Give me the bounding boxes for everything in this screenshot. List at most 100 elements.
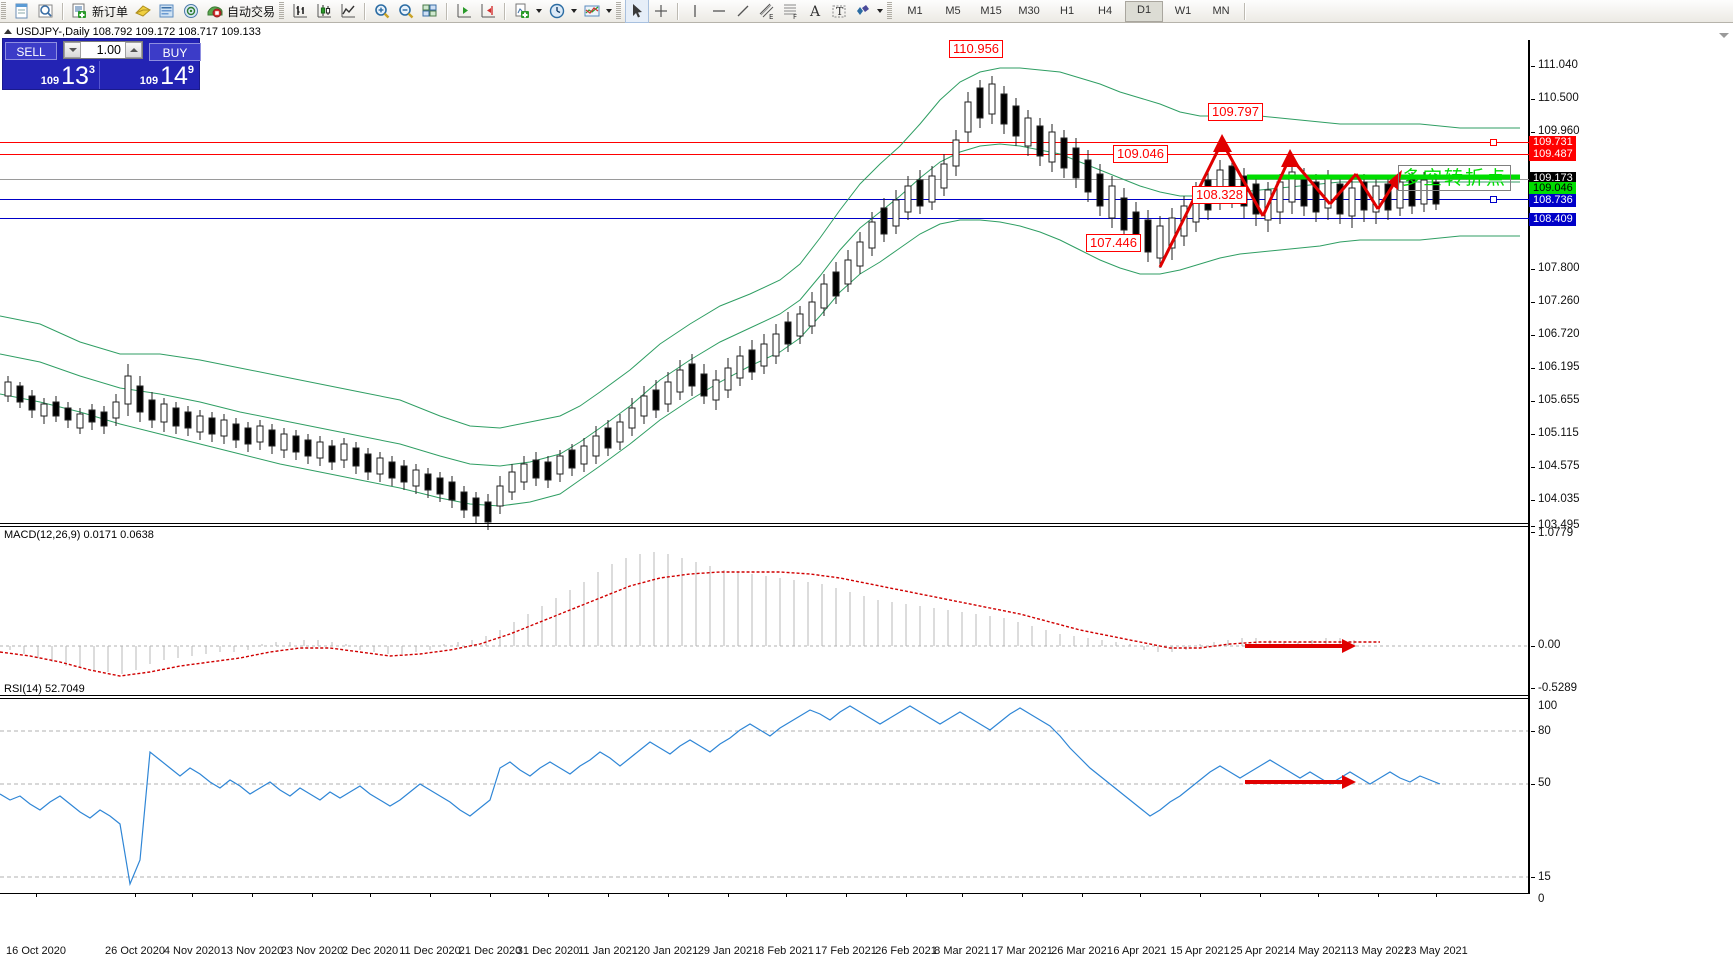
data-window-button[interactable]	[418, 0, 442, 22]
turning-point-annotation[interactable]: 多空转折点	[1398, 165, 1512, 191]
date-axis-label: 11 Jan 2021	[578, 945, 638, 957]
buy-button[interactable]: BUY	[149, 43, 201, 61]
shapes-button[interactable]	[851, 0, 886, 22]
macd-indicator-label[interactable]: MACD(12,26,9) 0.0171 0.0638	[4, 529, 154, 541]
horizontal-line-button[interactable]	[707, 0, 731, 22]
collapse-triangle-icon[interactable]	[4, 29, 12, 34]
toolbar-grip[interactable]	[1, 2, 6, 20]
svg-text:A: A	[809, 4, 821, 20]
rsi-pane-separator[interactable]	[0, 698, 1530, 699]
sell-price-pips: 13	[61, 62, 89, 90]
timeframe-w1[interactable]: W1	[1174, 4, 1192, 17]
candlestick-chart-button[interactable]	[312, 0, 336, 22]
line-chart-button[interactable]	[336, 0, 360, 22]
one-click-trading-panel[interactable]: SELL 1.00 BUY 109 13 3 109 14 9	[2, 38, 201, 90]
price-axis-label: 104.035	[1538, 493, 1580, 505]
timeframe-m15[interactable]: M15	[980, 4, 1002, 17]
support-line-handle[interactable]	[1490, 196, 1497, 203]
rsi-indicator-label[interactable]: RSI(14) 52.7049	[4, 683, 85, 695]
navigator-icon	[182, 2, 200, 20]
new-order-button[interactable]: 新订单	[68, 0, 131, 22]
chevron-down-icon-3[interactable]	[606, 9, 613, 13]
buy-price-display[interactable]: 109 14 9	[101, 61, 198, 89]
chevron-down-icon[interactable]	[536, 9, 543, 13]
volume-stepper[interactable]: 1.00	[63, 41, 143, 59]
cursor-button[interactable]	[625, 0, 650, 23]
macd-forecast-arrow	[1245, 639, 1356, 653]
vertical-line-button[interactable]	[683, 0, 707, 22]
support-line-108736[interactable]	[0, 199, 1529, 200]
price-badge-109046: 109.046	[1529, 182, 1576, 195]
zoom-in-icon	[373, 2, 391, 20]
timeframe-m1[interactable]: M1	[907, 4, 923, 17]
toolbar-grip-3[interactable]	[616, 2, 622, 20]
date-tick	[192, 893, 193, 897]
resistance-line-handle[interactable]	[1490, 139, 1497, 146]
toolbar-grip-4[interactable]	[887, 2, 893, 20]
date-tick	[1378, 893, 1379, 897]
volume-decrease-button[interactable]	[64, 42, 81, 58]
resistance-line-109731[interactable]	[0, 142, 1529, 143]
zoom-in-button[interactable]	[370, 0, 394, 22]
volume-input[interactable]: 1.00	[81, 42, 125, 58]
equidistant-channel-button[interactable]: E	[755, 0, 779, 22]
date-axis-label: 26 Feb 2021	[875, 945, 937, 957]
resistance-line-109487[interactable]	[0, 154, 1529, 155]
timeframe-h1[interactable]: H1	[1060, 4, 1075, 17]
auto-trading-button[interactable]: 自动交易	[203, 0, 278, 22]
price-tag-109797[interactable]: 109.797	[1208, 103, 1263, 121]
timeframe-mn[interactable]: MN	[1212, 4, 1230, 17]
chart-shift-button[interactable]	[452, 0, 476, 22]
trendline-button[interactable]	[731, 0, 755, 22]
chevron-down-icon-2[interactable]	[571, 9, 578, 13]
macd-pane-separator[interactable]	[0, 526, 1530, 527]
date-tick	[430, 893, 431, 897]
timeframe-h4[interactable]: H4	[1098, 4, 1113, 17]
volume-increase-button[interactable]	[125, 42, 142, 58]
text-label-button[interactable]: T	[827, 0, 851, 22]
text-button[interactable]: A	[803, 0, 827, 22]
chart-drawing-layer	[0, 67, 1528, 887]
date-tick	[1260, 893, 1261, 897]
bar-chart-icon	[291, 2, 309, 20]
zoom-out-button[interactable]	[394, 0, 418, 22]
terminal-button[interactable]	[155, 0, 179, 22]
chart-canvas[interactable]: USDJPY-,Daily 108.792 109.172 108.717 10…	[0, 23, 1733, 957]
price-tag-107446[interactable]: 107.446	[1086, 234, 1141, 252]
price-tag-109046[interactable]: 109.046	[1113, 145, 1168, 163]
crosshair-icon	[652, 2, 670, 20]
price-tag-108328[interactable]: 108.328	[1192, 186, 1247, 204]
timeframe-m30[interactable]: M30	[1018, 4, 1040, 17]
sell-price-display[interactable]: 109 13 3	[3, 61, 100, 89]
periods-icon	[548, 2, 566, 20]
price-tag-110956[interactable]: 110.956	[949, 40, 1004, 58]
scroll-indicator-icon[interactable]	[1719, 33, 1729, 38]
indicators-button[interactable]	[510, 0, 545, 22]
toolbar-grip-2[interactable]	[279, 2, 285, 20]
date-axis-label: 20 Jan 2021	[637, 945, 699, 957]
svg-text:T: T	[836, 5, 844, 18]
date-axis-label: 29 Jan 2021	[697, 945, 759, 957]
navigator-button[interactable]	[179, 0, 203, 22]
support-line-108409[interactable]	[0, 218, 1529, 219]
crosshair-button[interactable]	[649, 0, 673, 22]
horizontal-line-icon	[710, 2, 728, 20]
timeframe-m5[interactable]: M5	[945, 4, 961, 17]
text-icon: A	[806, 2, 824, 20]
bar-chart-button[interactable]	[288, 0, 312, 22]
new-chart-button[interactable]	[10, 0, 34, 22]
price-tick	[1531, 401, 1535, 402]
metaeditor-button[interactable]	[131, 0, 155, 22]
data-window-icon	[421, 2, 439, 20]
macd-tick	[1531, 646, 1535, 647]
periods-button[interactable]	[545, 0, 580, 22]
auto-scroll-button[interactable]	[476, 0, 500, 22]
fibonacci-retracement-button[interactable]: F	[779, 0, 803, 22]
profiles-button[interactable]	[34, 0, 58, 22]
price-tick	[1531, 368, 1535, 369]
templates-button[interactable]	[580, 0, 615, 22]
sell-button[interactable]: SELL	[5, 42, 57, 60]
line-chart-icon	[339, 2, 357, 20]
timeframe-d1[interactable]: D1	[1125, 0, 1164, 22]
chevron-down-icon-4[interactable]	[877, 9, 884, 13]
